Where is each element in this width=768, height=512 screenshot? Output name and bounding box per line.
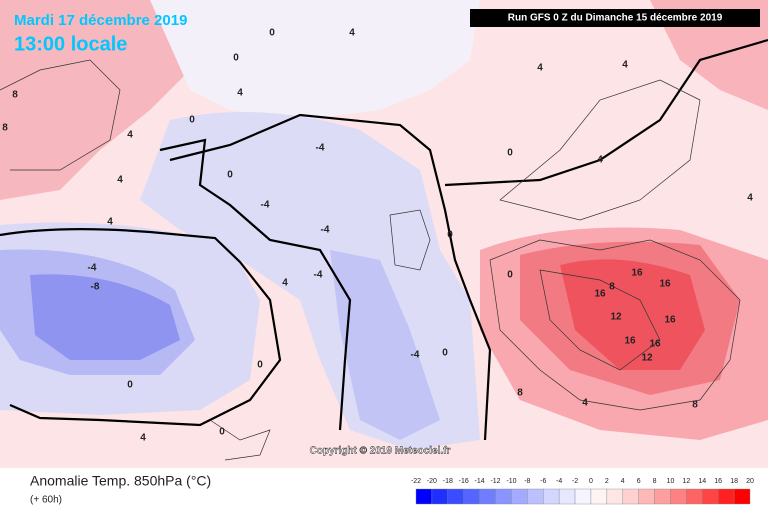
contour-label: -4: [88, 263, 97, 274]
contour-label: 0: [442, 348, 448, 359]
colorbar-swatch: [686, 488, 703, 505]
colorbar-tick-label: 12: [682, 478, 690, 485]
contour-label: 4: [140, 433, 146, 444]
contour-label: 16: [624, 336, 636, 347]
colorbar: -22 -20 -18 -16 -14 -12 -10 -8 -6 -4 -2 0 2 4 6 8 10 12 14…: [411, 478, 754, 505]
contour-label: 0: [257, 360, 263, 371]
contour-label: -4: [411, 350, 420, 361]
colorbar-swatch: [590, 488, 608, 505]
contour-label: 0: [189, 115, 195, 126]
contour-label: 0: [269, 28, 275, 39]
colorbar-swatch: [558, 488, 576, 505]
colorbar-swatch: [495, 488, 512, 505]
colorbar-tick-label: 18: [730, 478, 738, 485]
valid-time: 13:00 locale: [14, 33, 127, 55]
contour-label: 8: [517, 388, 523, 399]
contour-label: 4: [747, 193, 753, 204]
colorbar-swatch: [606, 488, 623, 505]
contour-label: -4: [316, 143, 325, 154]
colorbar-swatch: [447, 488, 464, 505]
contour-label: 4: [582, 398, 588, 409]
contour-label: 12: [641, 353, 653, 364]
colorbar-tick-label: -18: [443, 478, 453, 485]
contour-label: 8: [12, 90, 18, 101]
colorbar-swatch: [463, 488, 480, 505]
contour-label: 8: [692, 400, 698, 411]
contour-label: 4: [107, 217, 113, 228]
colorbar-tick-label: 14: [698, 478, 706, 485]
colorbar-swatch: [702, 488, 719, 505]
colorbar-tick-label: -6: [540, 478, 546, 485]
colorbar-tick-label: -10: [506, 478, 516, 485]
contour-label: 4: [537, 63, 543, 74]
colorbar-tick-label: 16: [714, 478, 722, 485]
contour-label: 0: [507, 148, 513, 159]
colorbar-tick-label: 20: [746, 478, 754, 485]
contour-label: 0: [219, 427, 225, 438]
colorbar-swatch: [622, 488, 639, 505]
colorbar-swatch: [717, 488, 735, 505]
colorbar-swatch: [638, 488, 655, 505]
contour-label: 4: [349, 28, 355, 39]
contour-label: 16: [649, 339, 661, 350]
contour-label: 0: [233, 53, 239, 64]
contour-label: 16: [631, 268, 643, 279]
colorbar-tick-label: -22: [411, 478, 421, 485]
contour-label: -8: [91, 282, 100, 293]
colorbar-tick-label: -4: [556, 478, 562, 485]
colorbar-tick-label: -16: [459, 478, 469, 485]
colorbar-tick-label: 10: [667, 478, 675, 485]
colorbar-swatch: [574, 488, 592, 505]
colorbar-tick-label: -2: [572, 478, 578, 485]
colorbar-swatch: [511, 488, 528, 505]
contour-label: 16: [659, 279, 671, 290]
valid-date: Mardi 17 décembre 2019: [14, 12, 187, 29]
contour-label: 8: [609, 282, 615, 293]
colorbar-tick-label: -12: [490, 478, 500, 485]
colorbar-tick-label: 8: [653, 478, 657, 485]
colorbar-tick-label: -14: [475, 478, 485, 485]
contour-label: 0: [127, 380, 133, 391]
contour-label: 16: [594, 289, 606, 300]
contour-label: 16: [664, 315, 676, 326]
colorbar-swatch: [654, 488, 671, 505]
colorbar-tick-label: 4: [621, 478, 625, 485]
colorbar-swatch: [670, 488, 687, 505]
colorbar-swatch: [415, 488, 433, 505]
run-banner: [470, 9, 760, 27]
colorbar-tick-label: -20: [427, 478, 437, 485]
contour-label: 0: [227, 170, 233, 181]
copyright: Copyright © 2019 Meteociel.fr: [310, 446, 451, 457]
colorbar-swatch: [431, 488, 449, 505]
contour-label: 4: [237, 88, 243, 99]
contour-label: -4: [321, 225, 330, 236]
lead-time: (+ 60h): [30, 495, 62, 506]
colorbar-swatch: [527, 488, 544, 505]
colorbar-tick-label: 2: [605, 478, 609, 485]
colorbar-tick-label: 0: [589, 478, 593, 485]
contour-label: 4: [597, 155, 603, 166]
contour-label: 4: [117, 175, 123, 186]
contour-label: 8: [2, 123, 8, 134]
contour-label: -4: [314, 270, 323, 281]
colorbar-tick-label: 6: [637, 478, 641, 485]
colorbar-swatch: [543, 488, 560, 505]
coastlines: [0, 38, 768, 461]
field-title: Anomalie Temp. 850hPa (°C): [30, 473, 211, 489]
contour-label: 0: [447, 230, 453, 241]
contour-label: 12: [610, 312, 622, 323]
colorbar-swatch: [479, 488, 496, 505]
contour-label: 4: [282, 278, 288, 289]
contour-label: 4: [622, 60, 628, 71]
contour-label: -4: [261, 200, 270, 211]
colorbar-tick-label: -8: [524, 478, 530, 485]
run-info: Run GFS 0 Z du Dimanche 15 décembre 2019: [508, 13, 723, 24]
map-field: [0, 0, 768, 468]
contour-label: 0: [507, 270, 513, 281]
colorbar-swatch: [733, 488, 751, 505]
contour-label: 4: [127, 130, 133, 141]
